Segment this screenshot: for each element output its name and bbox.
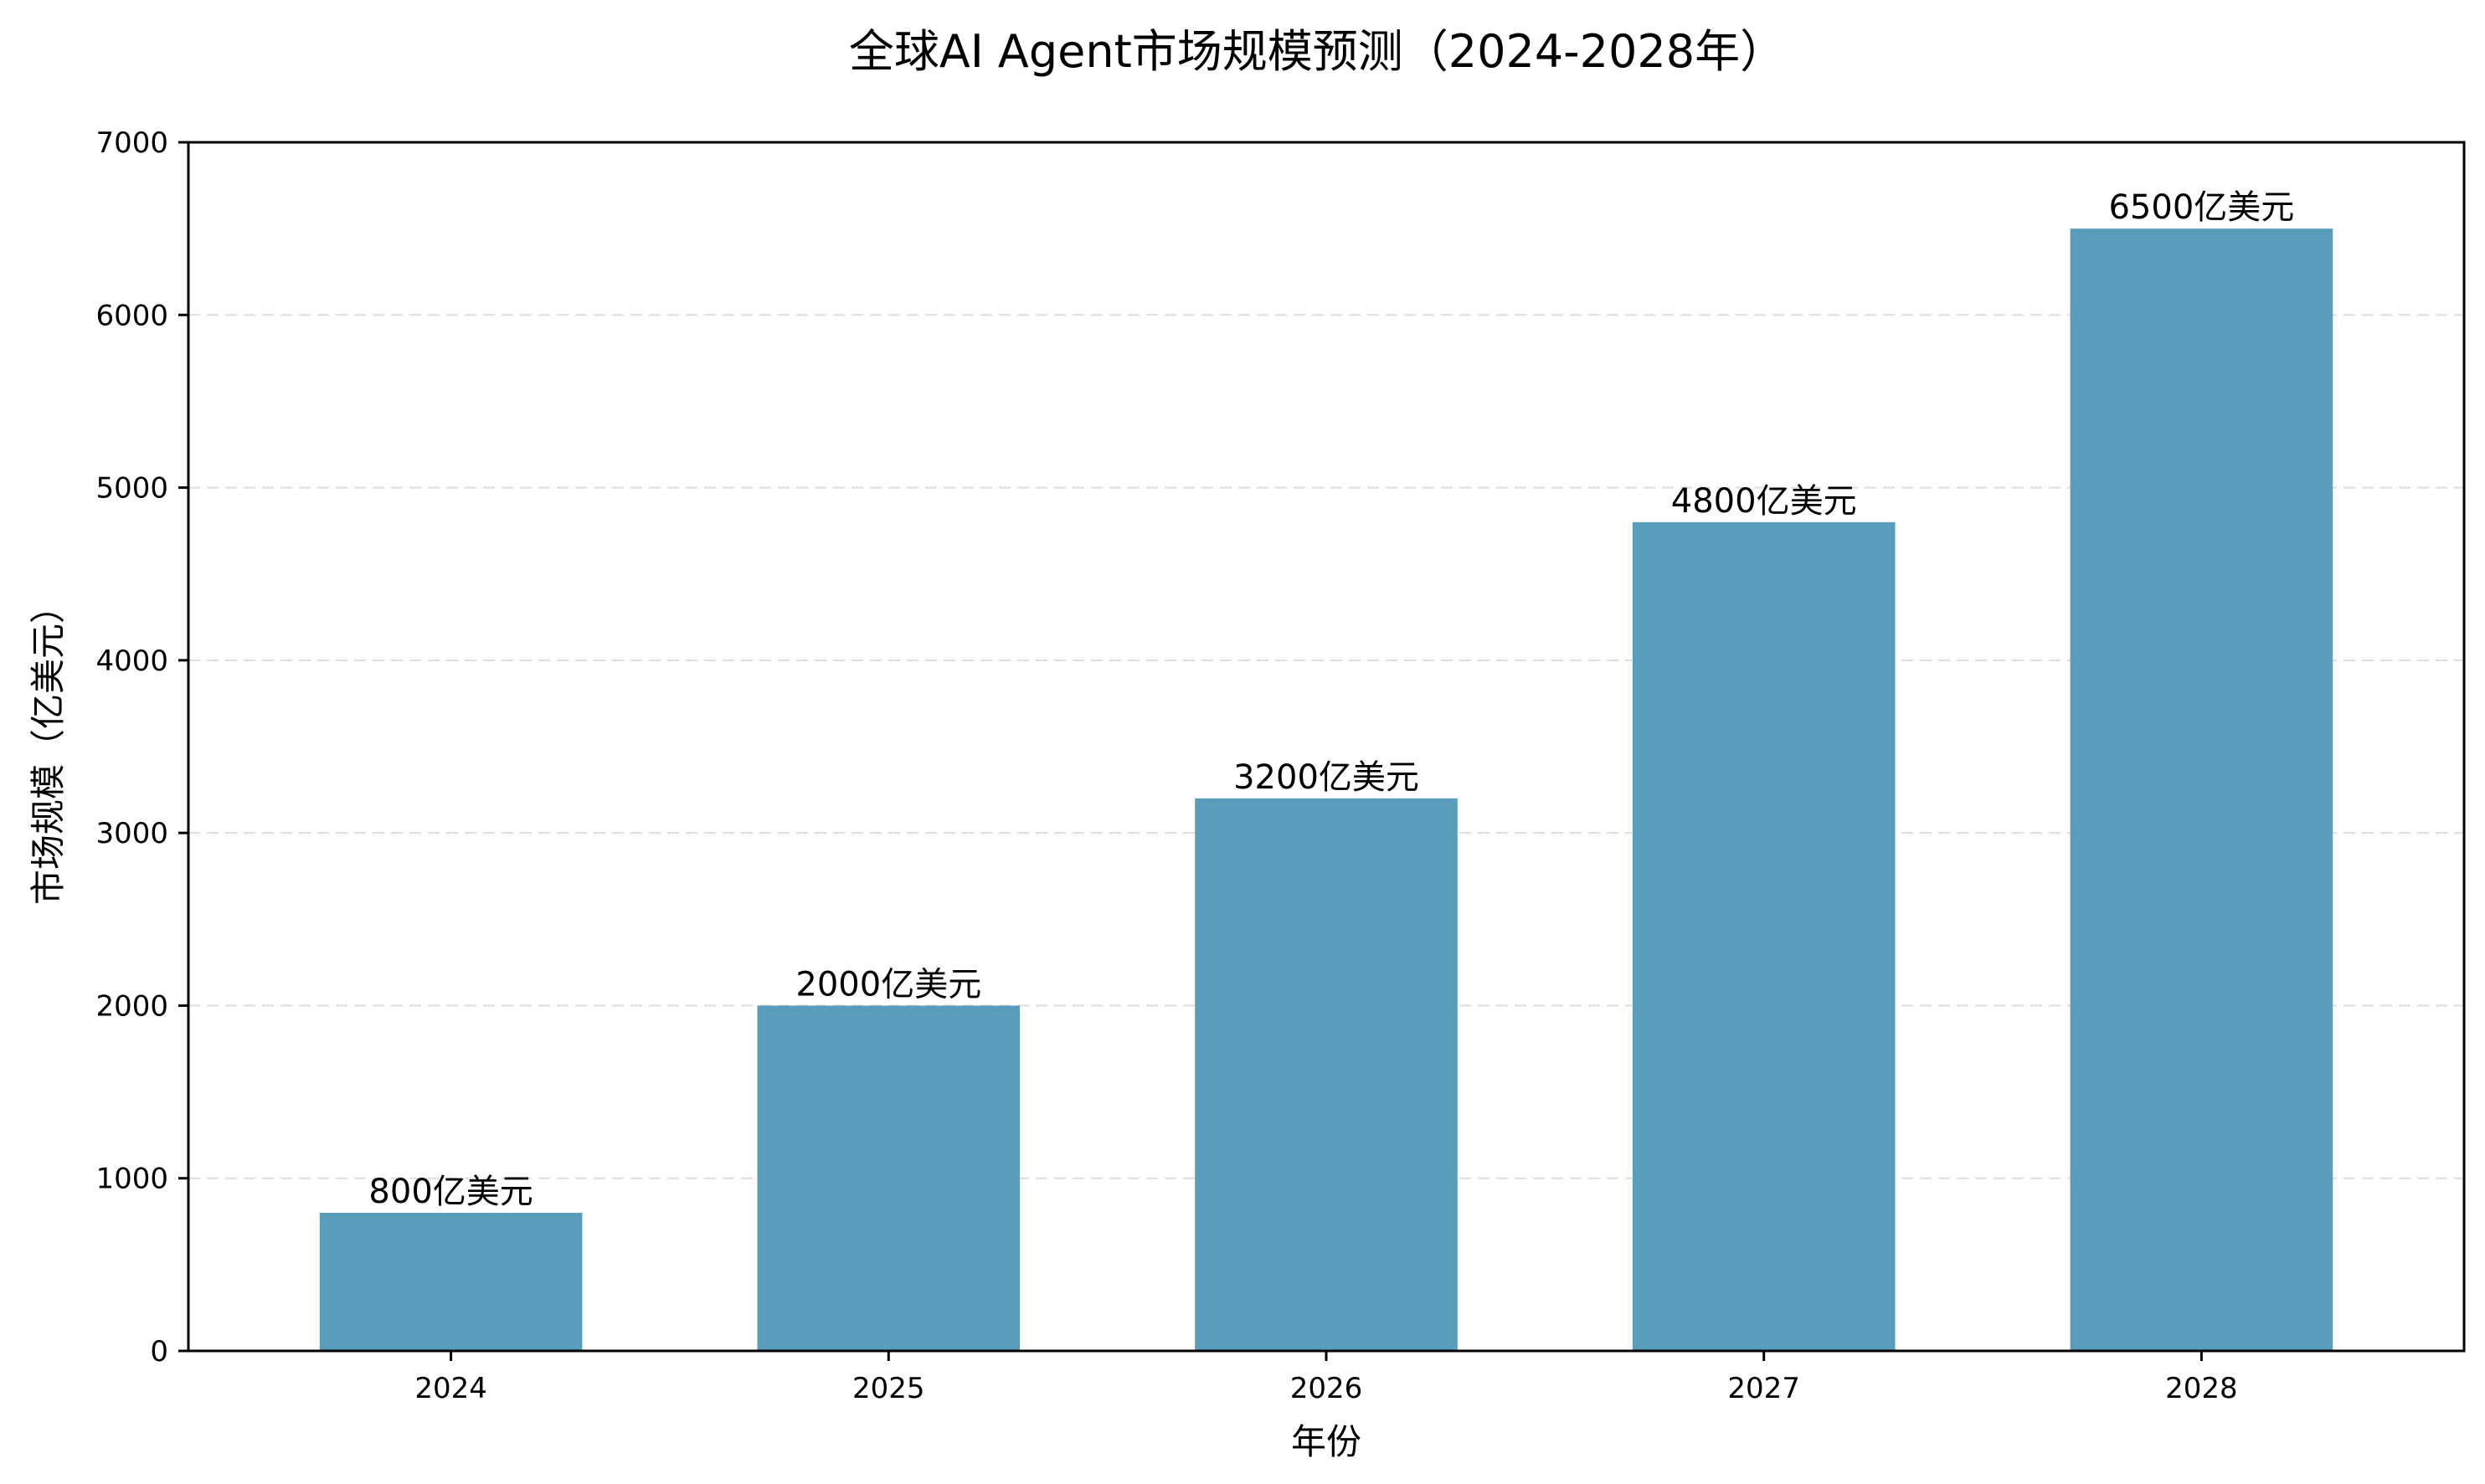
data-labels: 800亿美元 2000亿美元 3200亿美元 4800亿美元 6500亿美元 xyxy=(368,188,2294,1211)
y-tick-label: 0 xyxy=(150,1335,168,1368)
grid-lines xyxy=(188,314,2464,1179)
y-tick-label: 1000 xyxy=(95,1163,168,1196)
y-tick-label: 6000 xyxy=(95,299,168,332)
bar-2027 xyxy=(1632,521,1896,1351)
data-label-2024: 800亿美元 xyxy=(368,1173,532,1211)
data-label-2026: 3200亿美元 xyxy=(1233,758,1419,797)
y-tick-label: 7000 xyxy=(95,126,168,160)
chart-title: 全球AI Agent市场规模预测（2024-2028年） xyxy=(849,25,1785,78)
bar-2026 xyxy=(1195,798,1458,1351)
y-tick-label: 5000 xyxy=(95,472,168,506)
y-tick-label: 2000 xyxy=(95,989,168,1023)
data-label-2028: 6500亿美元 xyxy=(2108,188,2294,227)
y-tick-label: 4000 xyxy=(95,644,168,678)
x-tick-label: 2026 xyxy=(1290,1372,1363,1405)
data-label-2025: 2000亿美元 xyxy=(795,965,981,1004)
bar-2028 xyxy=(2070,229,2333,1352)
data-label-2027: 4800亿美元 xyxy=(1671,482,1857,521)
x-tick-label: 2024 xyxy=(414,1372,487,1405)
y-tick-label: 3000 xyxy=(95,817,168,850)
x-axis-ticks: 2024 2025 2026 2027 2028 xyxy=(414,1351,2238,1405)
bars xyxy=(319,229,2333,1352)
x-axis-label: 年份 xyxy=(1291,1421,1361,1462)
bar-2024 xyxy=(319,1212,583,1351)
x-tick-label: 2025 xyxy=(852,1372,925,1405)
y-axis-label: 市场规模（亿美元） xyxy=(28,588,69,905)
x-tick-label: 2027 xyxy=(1727,1372,1800,1405)
bar-2025 xyxy=(757,1005,1021,1351)
y-axis-ticks: 0 1000 2000 3000 4000 5000 6000 7000 xyxy=(95,126,188,1368)
x-tick-label: 2028 xyxy=(2165,1372,2238,1405)
